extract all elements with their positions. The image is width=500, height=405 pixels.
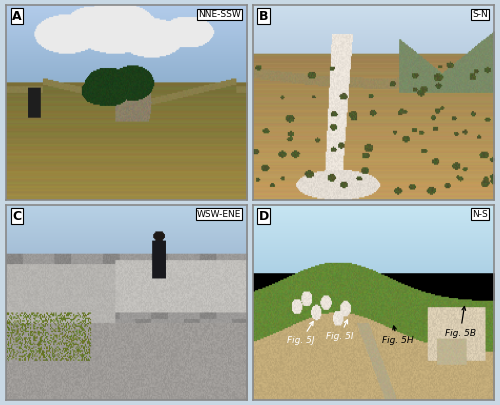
Text: N-S: N-S (472, 209, 488, 219)
Text: D: D (258, 209, 269, 222)
Text: NNE-SSW: NNE-SSW (198, 10, 242, 19)
Text: S-N: S-N (472, 10, 488, 19)
Text: A: A (12, 10, 22, 23)
Text: WSW-ENE: WSW-ENE (197, 209, 242, 219)
Text: Fig. 5B: Fig. 5B (444, 307, 476, 338)
Text: Fig. 5J: Fig. 5J (287, 322, 314, 345)
Text: B: B (258, 10, 268, 23)
Text: Fig. 5H: Fig. 5H (382, 326, 414, 345)
Text: C: C (12, 209, 21, 222)
Text: Fig. 5I: Fig. 5I (326, 320, 353, 341)
